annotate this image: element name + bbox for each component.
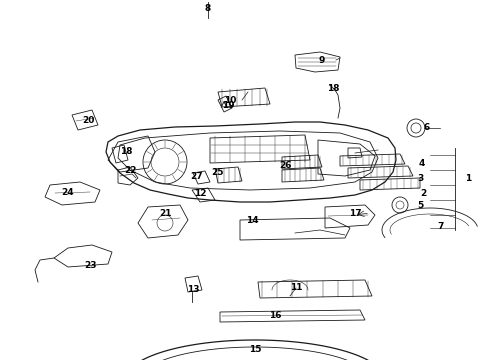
Text: 6: 6 bbox=[424, 122, 430, 131]
Text: 7: 7 bbox=[438, 221, 444, 230]
Text: 19: 19 bbox=[221, 100, 234, 109]
Text: 16: 16 bbox=[269, 310, 281, 320]
Text: 4: 4 bbox=[419, 158, 425, 167]
Text: 9: 9 bbox=[319, 55, 325, 64]
Text: 25: 25 bbox=[211, 167, 223, 176]
Text: 5: 5 bbox=[417, 201, 423, 210]
Text: 21: 21 bbox=[159, 208, 171, 217]
Text: 18: 18 bbox=[120, 147, 132, 156]
Text: 1: 1 bbox=[465, 174, 471, 183]
Text: 23: 23 bbox=[84, 261, 96, 270]
Text: 12: 12 bbox=[194, 189, 206, 198]
Text: 18: 18 bbox=[327, 84, 339, 93]
Text: 20: 20 bbox=[82, 116, 94, 125]
Text: 24: 24 bbox=[62, 188, 74, 197]
Text: 26: 26 bbox=[279, 161, 291, 170]
Text: 13: 13 bbox=[187, 285, 199, 294]
Text: 10: 10 bbox=[224, 95, 236, 104]
Text: 8: 8 bbox=[205, 4, 211, 13]
Text: 17: 17 bbox=[349, 208, 361, 217]
Text: 2: 2 bbox=[420, 189, 426, 198]
Text: 27: 27 bbox=[191, 171, 203, 180]
Text: 3: 3 bbox=[418, 174, 424, 183]
Text: 22: 22 bbox=[124, 166, 136, 175]
Text: 15: 15 bbox=[249, 346, 261, 355]
Text: 14: 14 bbox=[245, 216, 258, 225]
Text: 11: 11 bbox=[290, 284, 302, 292]
